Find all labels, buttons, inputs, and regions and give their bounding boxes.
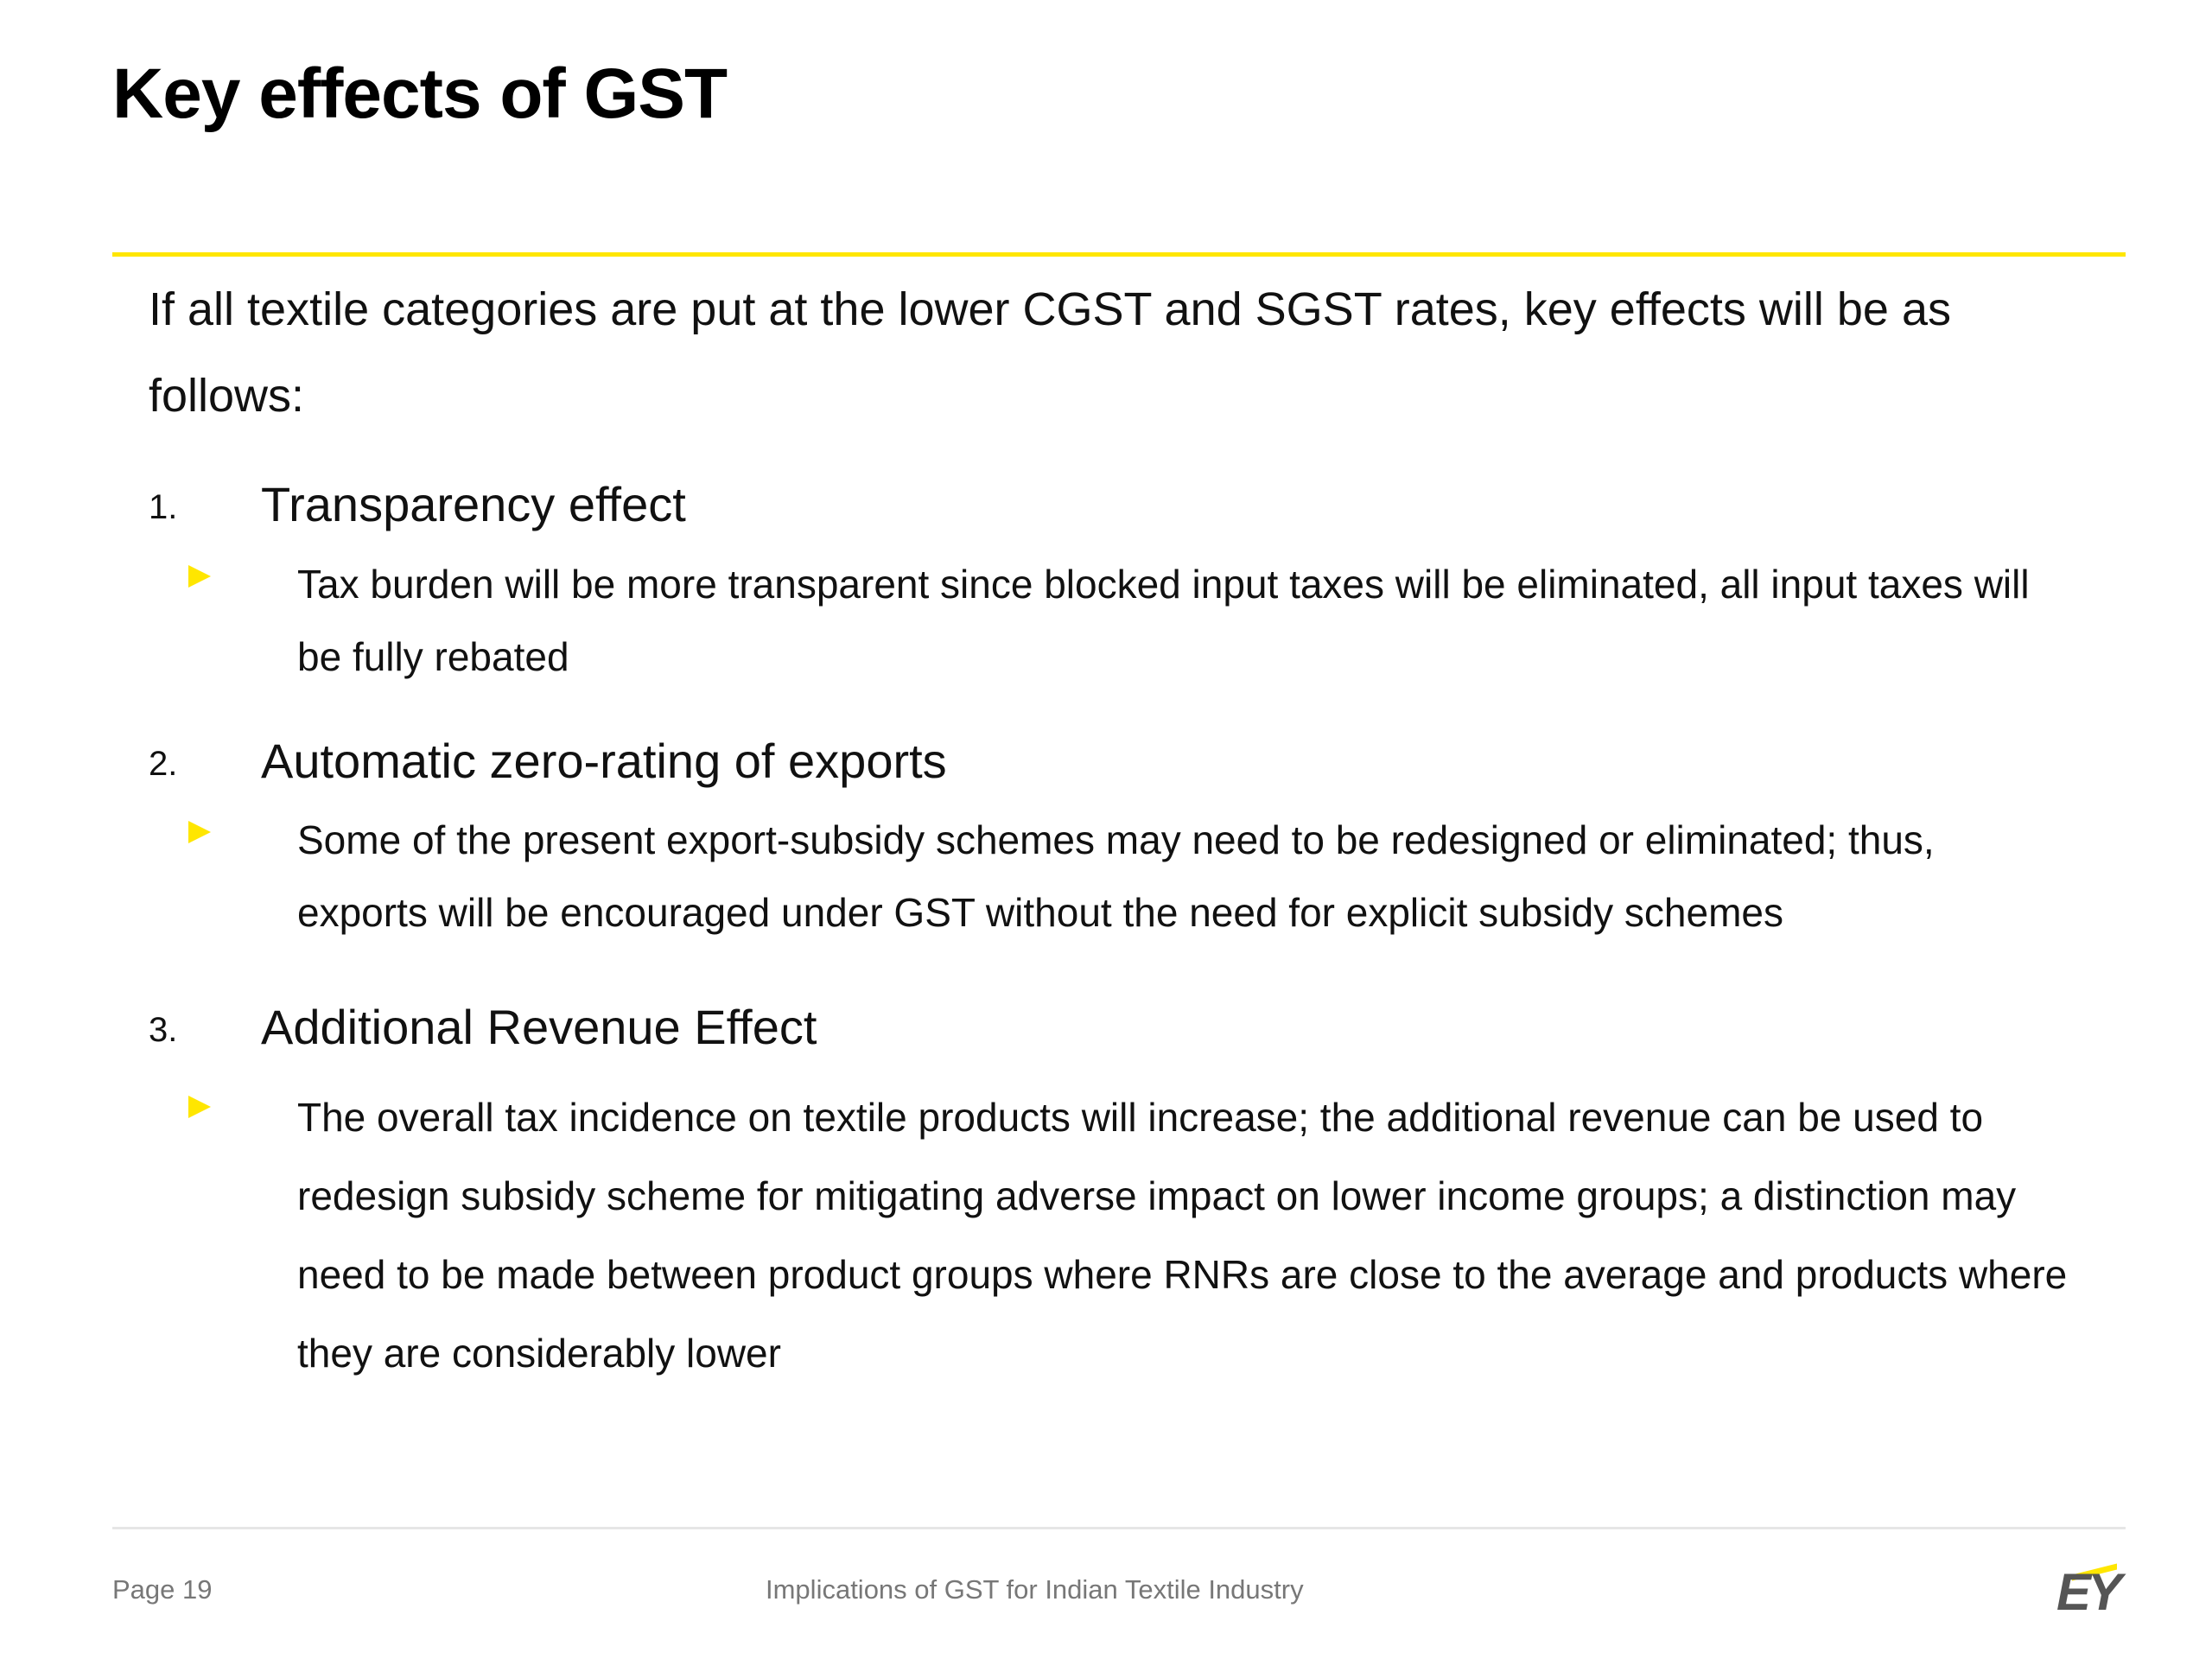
list-item-bullet: Some of the present export-subsidy schem… [188, 804, 2072, 950]
bullet-text: The overall tax incidence on textile pro… [297, 1095, 2068, 1376]
list-item-heading: 1. Transparency effect [149, 463, 2050, 532]
list-item-number: 2. [149, 745, 178, 783]
bullet-text: Tax burden will be more transparent sinc… [297, 562, 2030, 679]
list-item-title: Additional Revenue Effect [261, 1000, 817, 1054]
title-divider [112, 252, 2126, 257]
list-item-number: 3. [149, 1011, 178, 1049]
list-item-heading: 2. Automatic zero-rating of exports [149, 720, 2050, 789]
bullet-text: Some of the present export-subsidy schem… [297, 817, 1935, 935]
slide-title: Key effects of GST [112, 54, 728, 133]
list-item-bullet: The overall tax incidence on textile pro… [188, 1078, 2072, 1398]
ey-logo: EY [2056, 1563, 2122, 1621]
footer-document-title: Implications of GST for Indian Textile I… [766, 1574, 1304, 1605]
list-item-bullet: Tax burden will be more transparent sinc… [188, 548, 2072, 695]
list-item-number: 1. [149, 488, 178, 526]
footer-divider [112, 1527, 2126, 1529]
triangle-bullet-icon [188, 565, 211, 588]
page-number: Page 19 [112, 1574, 213, 1605]
list-item-title: Transparency effect [261, 477, 686, 531]
triangle-bullet-icon [188, 821, 211, 843]
triangle-bullet-icon [188, 1096, 211, 1118]
intro-paragraph: If all textile categories are put at the… [149, 283, 1951, 422]
list-item-title: Automatic zero-rating of exports [261, 734, 947, 788]
list-item-heading: 3. Additional Revenue Effect [149, 986, 2050, 1055]
